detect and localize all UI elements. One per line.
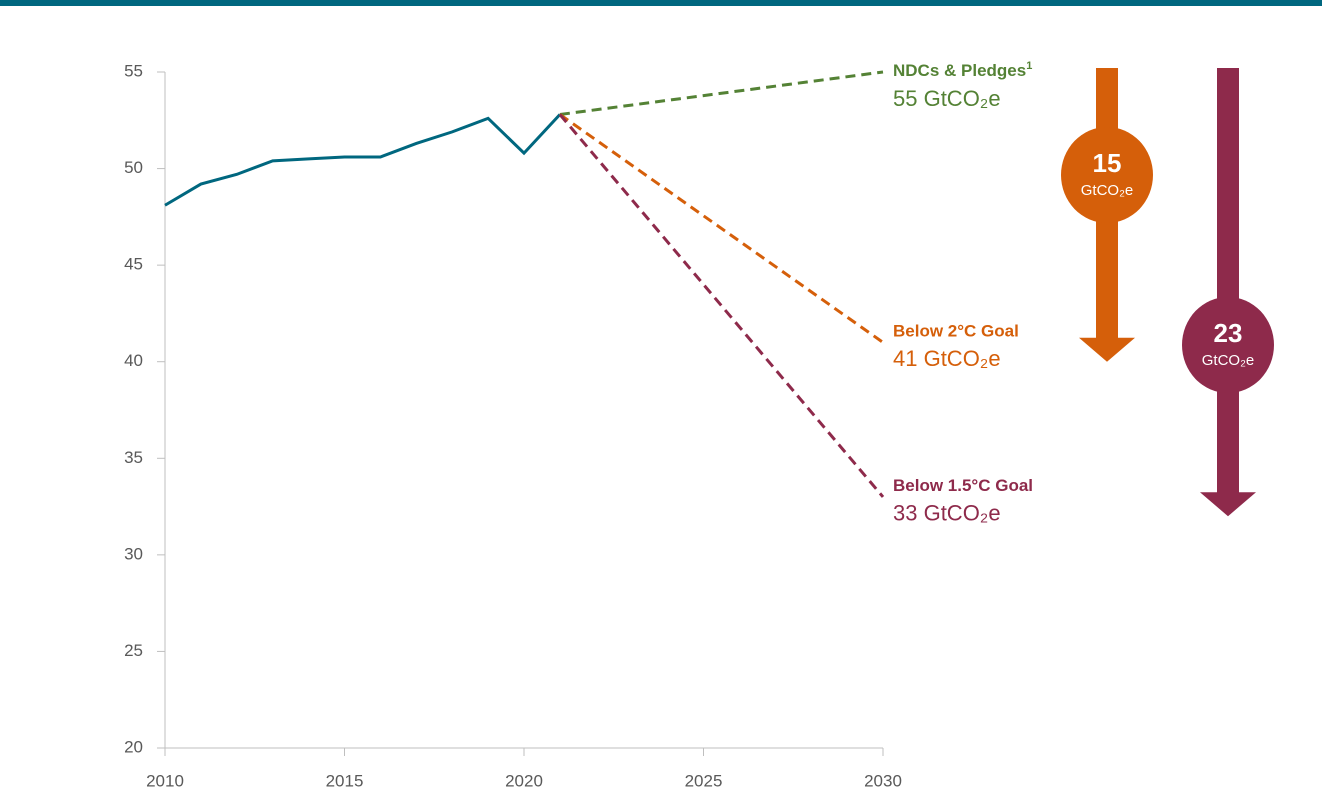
series-name: Below 2°C Goal <box>893 322 1019 341</box>
x-tick-label: 2015 <box>326 771 364 790</box>
value-label: 55 GtCO₂e <box>893 86 1001 111</box>
x-tick-label: 2010 <box>146 771 184 790</box>
series-name-text: Below 2°C Goal <box>893 322 1019 341</box>
x-tick-label: 2030 <box>864 771 902 790</box>
gap-arrow <box>1200 68 1256 517</box>
y-tick-label: 25 <box>124 641 143 660</box>
series-line <box>559 70 884 116</box>
gap-circle <box>1182 297 1274 393</box>
value-label: 33 GtCO₂e <box>893 501 1001 526</box>
series-name: Below 1.5°C Goal <box>893 476 1033 495</box>
series-line <box>558 113 885 498</box>
series-name-text: Below 1.5°C Goal <box>893 476 1033 495</box>
series-name-text: NDCs & Pledges <box>893 61 1026 80</box>
value-label: 41 GtCO₂e <box>893 346 1001 371</box>
y-tick-label: 50 <box>124 158 143 177</box>
series-line <box>559 113 884 344</box>
footnote: 1 <box>1026 60 1032 72</box>
y-tick-label: 30 <box>124 544 143 563</box>
gap-circle <box>1061 127 1153 223</box>
series-line <box>164 113 561 207</box>
gap-value: 15 <box>1093 148 1122 178</box>
y-tick-label: 45 <box>124 255 143 274</box>
y-tick-label: 20 <box>124 737 143 756</box>
gap-value: 23 <box>1214 318 1243 348</box>
series-name: NDCs & Pledges1 <box>893 60 1032 81</box>
y-tick-label: 40 <box>124 351 143 370</box>
gap-unit: GtCO₂e <box>1202 352 1255 369</box>
x-tick-label: 2025 <box>685 771 723 790</box>
y-tick-label: 55 <box>124 61 143 80</box>
x-tick-label: 2020 <box>505 771 543 790</box>
gap-unit: GtCO₂e <box>1081 182 1134 199</box>
top-bar <box>0 0 1322 6</box>
y-tick-label: 35 <box>124 448 143 467</box>
